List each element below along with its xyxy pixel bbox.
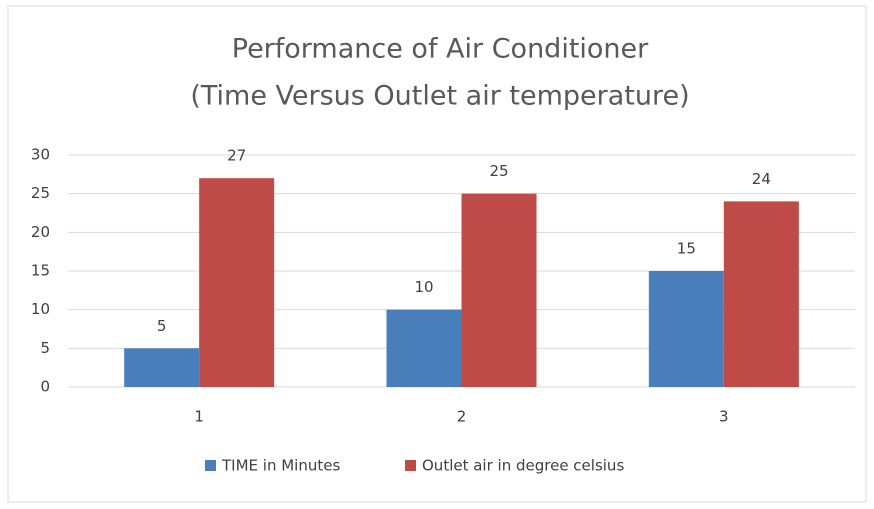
x-tick-label: 1 <box>194 408 204 426</box>
bar <box>461 193 537 387</box>
legend-label: Outlet air in degree celsius <box>422 457 624 475</box>
bar <box>199 178 275 387</box>
x-tick-label: 2 <box>457 408 467 426</box>
bar <box>386 309 462 387</box>
x-tick-label: 3 <box>719 408 729 426</box>
y-tick-label: 30 <box>31 146 50 164</box>
chart-frame <box>7 5 867 503</box>
y-tick-label: 5 <box>40 339 50 357</box>
y-tick-label: 25 <box>31 184 50 202</box>
data-label: 27 <box>227 147 246 165</box>
data-label: 15 <box>677 240 696 258</box>
y-tick-label: 0 <box>40 378 50 396</box>
y-tick-label: 15 <box>31 262 50 280</box>
data-label: 25 <box>489 162 508 180</box>
chart-subtitle: (Time Versus Outlet air temperature) <box>190 81 689 112</box>
legend-swatch <box>405 460 416 471</box>
chart-title: Performance of Air Conditioner <box>232 34 649 65</box>
bar <box>648 271 724 387</box>
data-label: 5 <box>157 317 167 335</box>
y-tick-label: 20 <box>31 223 50 241</box>
y-tick-label: 10 <box>31 300 50 318</box>
legend-swatch <box>205 460 216 471</box>
data-label: 24 <box>752 170 771 188</box>
bar <box>723 201 799 387</box>
legend-label: TIME in Minutes <box>221 457 340 475</box>
bar <box>124 348 200 387</box>
data-label: 10 <box>414 278 433 296</box>
